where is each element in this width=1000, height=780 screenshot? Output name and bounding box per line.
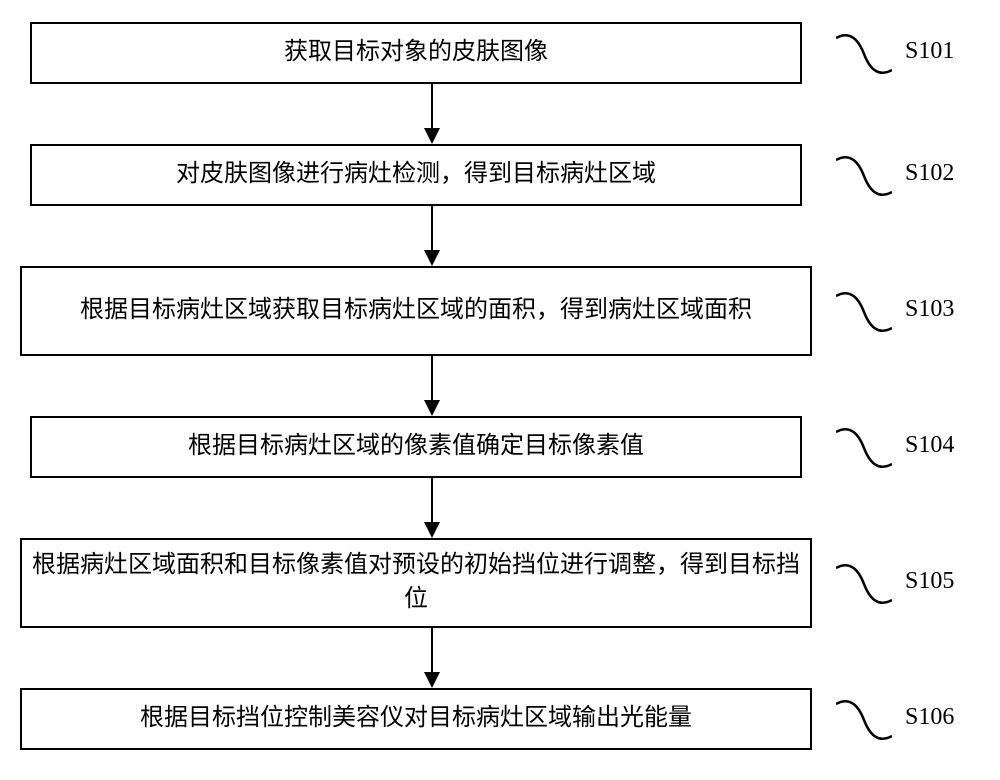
step-text: 根据病灶区域面积和目标像素值对预设的初始挡位进行调整，得到目标挡位 [32,549,800,616]
step-box-s106: 根据目标挡位控制美容仪对目标病灶区域输出光能量 [20,688,812,750]
step-label-s105: S105 [905,568,954,595]
step-text: 获取目标对象的皮肤图像 [284,36,548,70]
step-text: 根据目标挡位控制美容仪对目标病灶区域输出光能量 [140,702,692,736]
step-box-s104: 根据目标病灶区域的像素值确定目标像素值 [30,416,802,478]
step-text: 对皮肤图像进行病灶检测，得到目标病灶区域 [176,158,656,192]
step-label-s106: S106 [905,704,954,731]
flowchart-canvas: 获取目标对象的皮肤图像 对皮肤图像进行病灶检测，得到目标病灶区域 根据目标病灶区… [0,0,1000,780]
step-text: 根据目标病灶区域的像素值确定目标像素值 [188,430,644,464]
step-label-s104: S104 [905,432,954,459]
brace-connector [836,426,886,466]
brace-connector [836,290,886,330]
brace-connector [836,562,886,602]
arrow-connector [416,84,448,144]
step-box-s103: 根据目标病灶区域获取目标病灶区域的面积，得到病灶区域面积 [20,266,812,356]
arrow-connector [416,628,448,688]
step-label-s102: S102 [905,160,954,187]
step-label-s101: S101 [905,38,954,65]
step-box-s102: 对皮肤图像进行病灶检测，得到目标病灶区域 [30,144,802,206]
brace-connector [836,32,886,72]
step-box-s105: 根据病灶区域面积和目标像素值对预设的初始挡位进行调整，得到目标挡位 [20,538,812,628]
step-box-s101: 获取目标对象的皮肤图像 [30,22,802,84]
arrow-connector [416,478,448,538]
step-label-s103: S103 [905,296,954,323]
step-text: 根据目标病灶区域获取目标病灶区域的面积，得到病灶区域面积 [80,294,752,328]
arrow-connector [416,206,448,266]
brace-connector [836,154,886,194]
arrow-connector [416,356,448,416]
brace-connector [836,698,886,738]
